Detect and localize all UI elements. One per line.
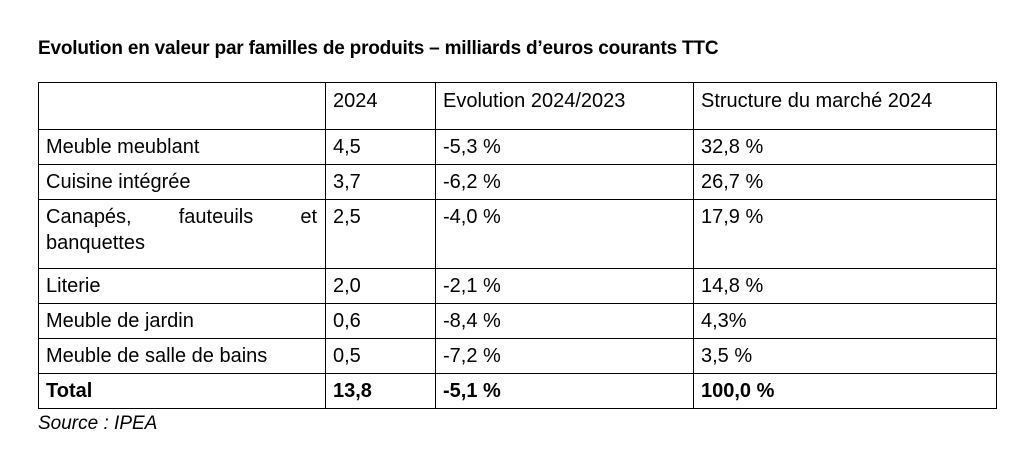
- value-structure: 14,8 %: [693, 268, 997, 304]
- value-2024: 2,0: [325, 268, 436, 304]
- row-label: Canapés, fauteuils et banquettes: [38, 199, 326, 269]
- value-structure: 3,5 %: [693, 338, 997, 374]
- value-2024: 0,5: [325, 338, 436, 374]
- table-header-row: 2024 Evolution 2024/2023 Structure du ma…: [38, 82, 997, 130]
- row-label: Meuble de jardin: [38, 303, 326, 339]
- value-2024: 4,5: [325, 129, 436, 165]
- table-total-row: Total 13,8 -5,1 % 100,0 %: [38, 373, 997, 409]
- header-cell-structure: Structure du marché 2024: [693, 82, 997, 130]
- table-row: Meuble de jardin 0,6 -8,4 % 4,3%: [38, 303, 997, 339]
- value-2024: 2,5: [325, 199, 436, 269]
- header-cell-empty: [38, 82, 326, 130]
- row-label: Literie: [38, 268, 326, 304]
- value-evolution: -5,3 %: [435, 129, 694, 165]
- table-row: Cuisine intégrée 3,7 -6,2 % 26,7 %: [38, 164, 997, 200]
- source-note: Source : IPEA: [38, 413, 158, 434]
- total-evolution: -5,1 %: [435, 373, 694, 409]
- table-row: Meuble meublant 4,5 -5,3 % 32,8 %: [38, 129, 997, 165]
- row-label: Meuble meublant: [38, 129, 326, 165]
- value-evolution: -6,2 %: [435, 164, 694, 200]
- table-title: Evolution en valeur par familles de prod…: [38, 38, 719, 59]
- table-row: Canapés, fauteuils et banquettes 2,5 -4,…: [38, 199, 997, 269]
- total-2024: 13,8: [325, 373, 436, 409]
- value-2024: 0,6: [325, 303, 436, 339]
- row-label: Meuble de salle de bains: [38, 338, 326, 374]
- table-row: Meuble de salle de bains 0,5 -7,2 % 3,5 …: [38, 338, 997, 374]
- value-structure: 26,7 %: [693, 164, 997, 200]
- value-evolution: -7,2 %: [435, 338, 694, 374]
- total-structure: 100,0 %: [693, 373, 997, 409]
- value-structure: 32,8 %: [693, 129, 997, 165]
- value-evolution: -4,0 %: [435, 199, 694, 269]
- row-label: Cuisine intégrée: [38, 164, 326, 200]
- table-row: Literie 2,0 -2,1 % 14,8 %: [38, 268, 997, 304]
- value-2024: 3,7: [325, 164, 436, 200]
- header-cell-2024: 2024: [325, 82, 436, 130]
- value-evolution: -8,4 %: [435, 303, 694, 339]
- value-structure: 4,3%: [693, 303, 997, 339]
- header-cell-evolution: Evolution 2024/2023: [435, 82, 694, 130]
- value-structure: 17,9 %: [693, 199, 997, 269]
- value-evolution: -2,1 %: [435, 268, 694, 304]
- data-table: 2024 Evolution 2024/2023 Structure du ma…: [38, 82, 997, 409]
- total-label: Total: [38, 373, 326, 409]
